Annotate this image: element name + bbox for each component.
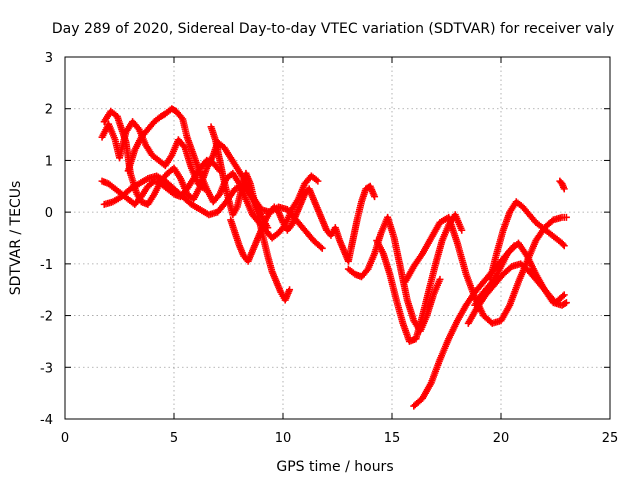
- y-tick-label: -3: [40, 361, 53, 376]
- data-point: [559, 292, 567, 300]
- x-tick-label: 25: [602, 431, 619, 446]
- series-track-k: [410, 239, 570, 410]
- data-point: [318, 244, 326, 252]
- axis-ticks: 0 5 10 15 20 25 -4 -3 -2 -1 0 1 2 3: [40, 51, 618, 446]
- x-tick-label: 15: [384, 431, 401, 446]
- plot-frame: [64, 56, 611, 420]
- data-point: [371, 193, 379, 201]
- data-point: [560, 291, 568, 299]
- y-tick-label: 1: [45, 154, 53, 169]
- data-point: [317, 243, 325, 251]
- y-axis-label: SDTVAR / TECUs: [8, 181, 24, 296]
- x-tick-label: 5: [170, 431, 178, 446]
- data-point: [286, 286, 294, 294]
- data-point: [510, 242, 518, 250]
- series-track-e: [100, 172, 326, 252]
- series-track-m: [486, 198, 568, 283]
- chart-title: Day 289 of 2020, Sidereal Day-to-day VTE…: [52, 21, 614, 37]
- x-axis-label: GPS time / hours: [276, 459, 393, 475]
- y-tick-label: -1: [40, 258, 53, 273]
- series-track-g: [227, 182, 379, 265]
- data-point: [561, 300, 569, 308]
- series-track-o: [556, 177, 568, 193]
- data-point: [560, 242, 568, 250]
- data-points: [98, 105, 570, 410]
- data-point: [560, 185, 568, 193]
- series-track-n: [471, 242, 518, 309]
- series-track-h: [344, 213, 444, 335]
- x-tick-label: 10: [275, 431, 292, 446]
- y-tick-label: -4: [40, 413, 53, 428]
- series-track-l: [464, 260, 568, 327]
- data-point: [436, 275, 444, 283]
- y-tick-label: 0: [45, 206, 53, 221]
- series-track-f: [207, 123, 294, 304]
- data-point: [458, 226, 466, 234]
- data-point: [562, 299, 570, 307]
- x-tick-label: 20: [493, 431, 510, 446]
- y-tick-label: 3: [45, 51, 53, 66]
- data-point: [314, 177, 322, 185]
- data-point: [559, 240, 567, 248]
- series-track-i: [373, 211, 466, 345]
- x-tick-label: 0: [61, 431, 69, 446]
- data-point: [562, 213, 570, 221]
- y-tick-label: 2: [45, 103, 53, 118]
- y-tick-label: -2: [40, 310, 53, 325]
